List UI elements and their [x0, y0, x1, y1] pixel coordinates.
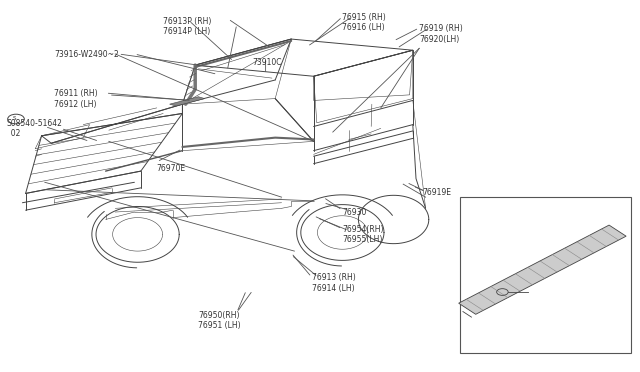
Text: 76930: 76930 — [342, 208, 367, 217]
Text: 76954(RH)
76955(LH): 76954(RH) 76955(LH) — [342, 225, 384, 244]
Text: 76911 (RH)
76912 (LH): 76911 (RH) 76912 (LH) — [522, 232, 565, 252]
Text: ^769^0.59: ^769^0.59 — [483, 339, 519, 343]
Bar — [460, 197, 631, 353]
Polygon shape — [170, 97, 205, 106]
Text: 76911 (RH)
76912 (LH): 76911 (RH) 76912 (LH) — [54, 89, 98, 109]
Text: 76913 (RH)
76914 (LH): 76913 (RH) 76914 (LH) — [312, 273, 355, 293]
Text: 76950(RH)
76951 (LH): 76950(RH) 76951 (LH) — [198, 311, 241, 330]
Text: 76970E: 76970E — [522, 270, 551, 279]
Text: 76913P (RH)
76914P (LH): 76913P (RH) 76914P (LH) — [163, 17, 212, 36]
Text: 73910C: 73910C — [253, 58, 282, 67]
Text: 76915 (RH)
76916 (LH): 76915 (RH) 76916 (LH) — [342, 13, 386, 32]
Text: 76970E: 76970E — [157, 164, 186, 173]
Text: 76919E: 76919E — [422, 188, 451, 197]
Text: 76919 (RH)
76920(LH): 76919 (RH) 76920(LH) — [419, 24, 463, 44]
Polygon shape — [459, 225, 626, 314]
Text: S08540-51642
  02: S08540-51642 02 — [6, 119, 62, 138]
Text: 73916-W2490~2: 73916-W2490~2 — [54, 50, 119, 59]
Text: UP TO JUNE '81: UP TO JUNE '81 — [465, 199, 532, 208]
Text: S: S — [13, 116, 17, 121]
